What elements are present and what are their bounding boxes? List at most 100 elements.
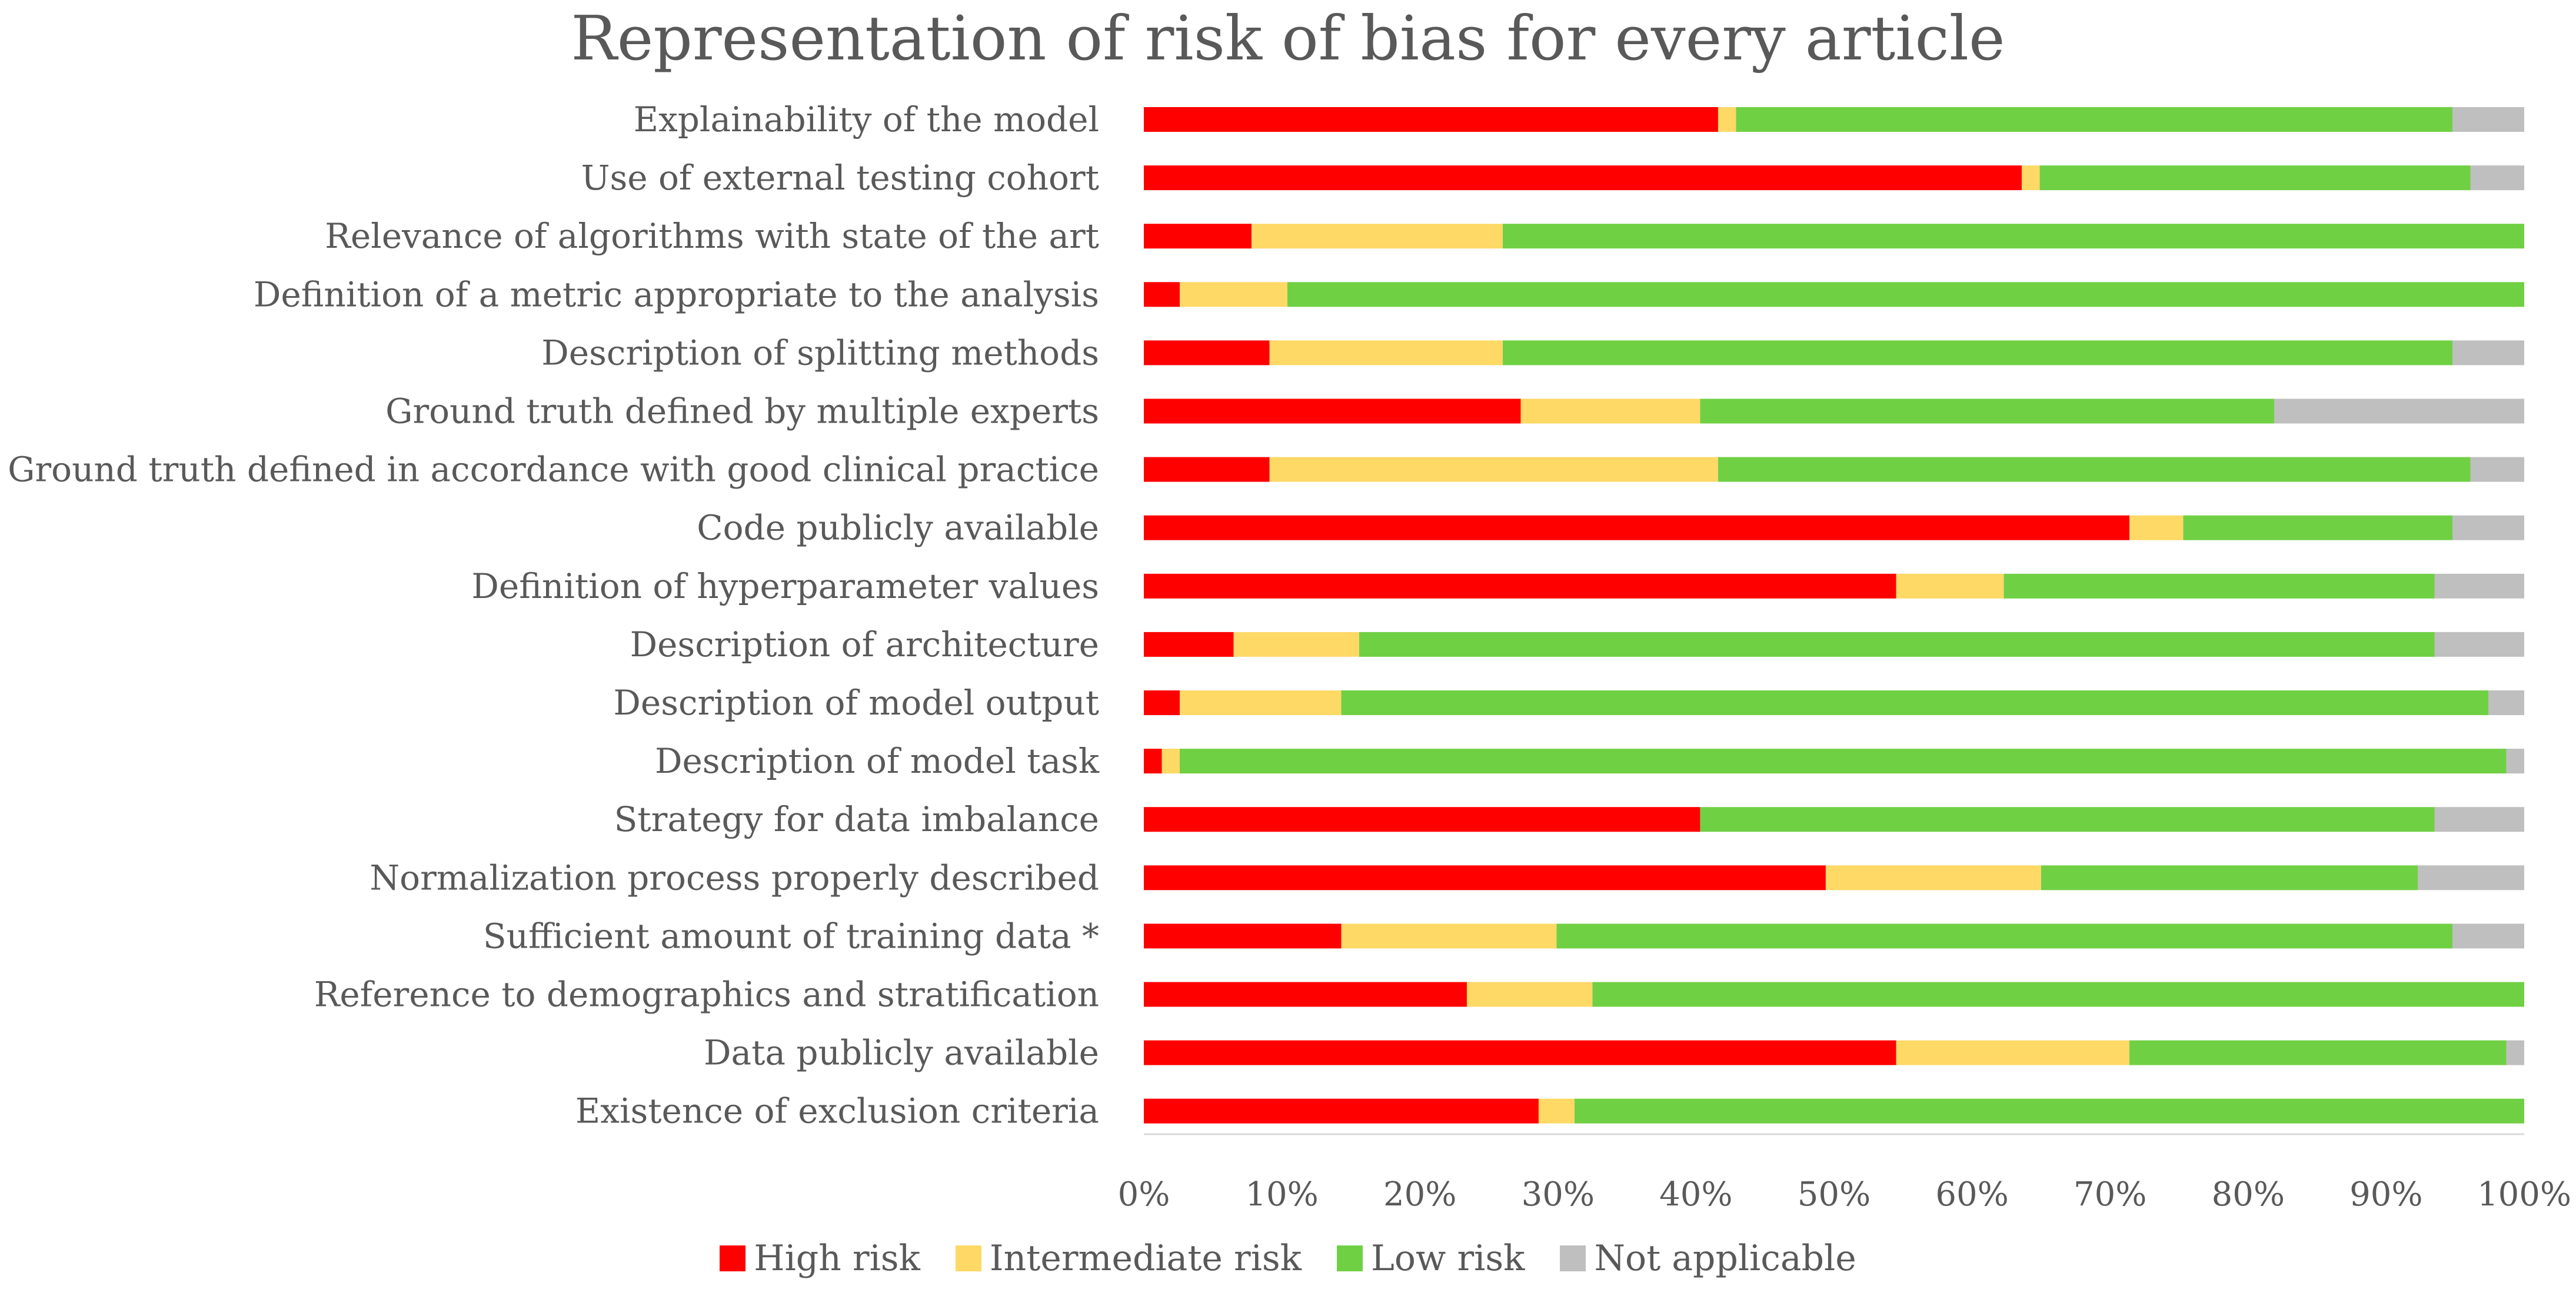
bar-segment: [1287, 282, 2524, 307]
bar-segment: [1144, 1098, 1539, 1124]
category-label: Description of model task: [655, 741, 1100, 781]
bar-segment: [2183, 515, 2453, 540]
x-tick-label: 80%: [2212, 1175, 2285, 1214]
legend-item: Intermediate risk: [955, 1238, 1302, 1279]
bar-segment: [1359, 632, 2435, 657]
chart-title: Representation of risk of bias for every…: [571, 2, 2005, 74]
legend-item: Not applicable: [1560, 1238, 1856, 1279]
bar-segment: [2434, 573, 2524, 599]
legend: High risk Intermediate risk Low risk Not ap…: [0, 1238, 2576, 1279]
category-label: Description of splitting methods: [541, 333, 1099, 373]
legend-item: High risk: [720, 1238, 920, 1279]
bar-segment: [1144, 107, 1718, 132]
bar-segment: [1144, 749, 1162, 774]
category-label: Description of architecture: [630, 624, 1099, 665]
bar-segment: [1144, 807, 1700, 832]
x-tick-label: 70%: [2074, 1175, 2146, 1214]
category-label: Definition of hyperparameter values: [471, 566, 1099, 606]
bar-segment: [1144, 340, 1270, 366]
bar-segment: [1144, 165, 2022, 191]
bar-segment: [1736, 107, 2453, 132]
bar-segment: [1144, 1040, 1896, 1065]
bar-segment: [1233, 632, 1359, 657]
bar-segment: [1592, 982, 2524, 1007]
bar-segment: [1269, 457, 1718, 482]
category-label: Normalization process properly described: [370, 858, 1099, 898]
bar-segment: [2022, 165, 2040, 191]
bar-segment: [1538, 1098, 1575, 1124]
bar-segment: [2129, 1040, 2507, 1065]
category-label: Strategy for data imbalance: [614, 799, 1099, 839]
category-label: Ground truth defined in accordance with …: [8, 450, 1099, 490]
bar-segment: [2452, 107, 2524, 132]
bar-segment: [1144, 632, 1234, 657]
bar-segment: [2039, 165, 2471, 191]
bar-segment: [1144, 690, 1180, 715]
bar-segment: [1179, 749, 2507, 774]
bar-segment: [1144, 982, 1467, 1007]
legend-label: Intermediate risk: [989, 1238, 1302, 1279]
legend-label: Not applicable: [1594, 1238, 1856, 1279]
bar-segment: [1700, 398, 2275, 424]
category-label: Reference to demographics and stratifica…: [314, 975, 1099, 1015]
x-tick-label: 10%: [1245, 1175, 1318, 1214]
x-tick-label: 90%: [2349, 1175, 2422, 1214]
bar-segment: [1502, 224, 2524, 249]
bar-segment: [2470, 457, 2524, 482]
bar-segment: [2129, 515, 2184, 540]
bar-segment: [2470, 165, 2524, 191]
bar-segment: [1144, 573, 1896, 599]
bar-segment: [1161, 749, 1180, 774]
bar-segment: [2452, 923, 2524, 949]
category-label: Use of external testing cohort: [581, 158, 1099, 198]
bar-segment: [2452, 515, 2524, 540]
bar-segment: [1144, 457, 1270, 482]
x-tick-label: 100%: [2477, 1175, 2571, 1214]
legend-swatch: [1560, 1245, 1586, 1271]
legend-item: Low risk: [1337, 1238, 1525, 1279]
bar-segment: [1718, 457, 2471, 482]
bar-segment: [1144, 282, 1180, 307]
bar-segment: [1341, 923, 1557, 949]
bar-segment: [1574, 1098, 2524, 1124]
x-tick-label: 60%: [1935, 1175, 2008, 1214]
bar-segment: [2434, 632, 2524, 657]
bar-segment: [1502, 340, 2453, 366]
bar-segment: [1179, 690, 1342, 715]
legend-swatch: [720, 1245, 746, 1271]
bar-segment: [1144, 224, 1252, 249]
bar-segment: [2488, 690, 2524, 715]
legend-swatch: [955, 1245, 981, 1271]
bar-segment: [1144, 923, 1342, 949]
bar-segment: [2274, 398, 2524, 424]
category-label: Data publicly available: [704, 1033, 1099, 1073]
category-label: Sufficient amount of training data *: [483, 916, 1099, 956]
bar-segment: [2506, 1040, 2524, 1065]
legend-swatch: [1337, 1245, 1363, 1271]
x-tick-label: 50%: [1798, 1175, 1871, 1214]
category-label: Existence of exclusion criteria: [575, 1091, 1099, 1131]
bar-segment: [1144, 398, 1521, 424]
bar-segment: [1556, 923, 2453, 949]
bar-segment: [1520, 398, 1700, 424]
bar-segment: [1466, 982, 1593, 1007]
bar-segment: [1269, 340, 1503, 366]
bar-segment: [1341, 690, 2489, 715]
bar-segment: [2003, 573, 2435, 599]
category-label: Explainability of the model: [634, 99, 1099, 139]
bar-segment: [1718, 107, 1736, 132]
x-tick-label: 20%: [1383, 1175, 1456, 1214]
category-label: Definition of a metric appropriate to th…: [254, 274, 1099, 314]
bar-segment: [1700, 807, 2435, 832]
bar-segment: [1179, 282, 1287, 307]
category-label: Ground truth defined by multiple experts: [385, 391, 1099, 431]
bar-segment: [2418, 865, 2524, 891]
legend-label: Low risk: [1371, 1238, 1525, 1279]
x-tick-label: 0%: [1118, 1175, 1170, 1214]
category-label: Code publicly available: [697, 508, 1099, 548]
bar-segment: [1251, 224, 1503, 249]
bar-segment: [2506, 749, 2524, 774]
legend-label: High risk: [754, 1238, 920, 1279]
